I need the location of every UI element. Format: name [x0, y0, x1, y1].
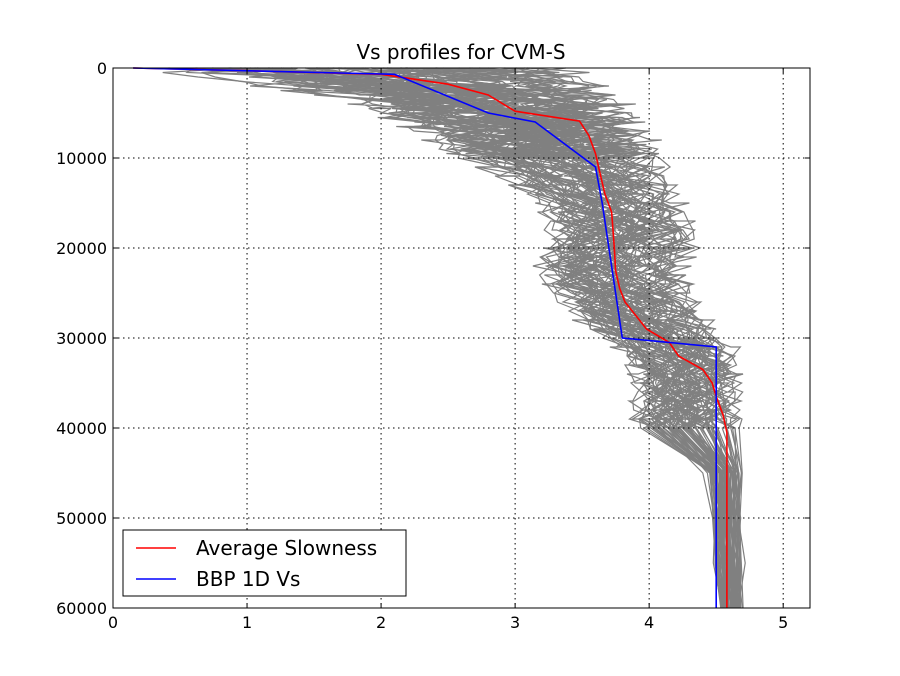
y-tick-label: 10000 [56, 149, 107, 168]
vs-profile-line [162, 67, 724, 609]
legend-label-bbp-1d-vs: BBP 1D Vs [196, 567, 300, 591]
x-tick-label: 0 [108, 613, 118, 632]
legend: Average Slowness BBP 1D Vs [122, 529, 407, 597]
vs-profile-line [361, 67, 732, 609]
vs-profile-line [195, 67, 724, 609]
y-tick-label: 50000 [56, 509, 107, 528]
legend-box [122, 529, 407, 597]
average-slowness-line [133, 67, 728, 608]
vs-profile-line [380, 67, 734, 609]
chart-title: Vs profiles for CVM-S [356, 40, 565, 64]
x-tick-label: 2 [376, 613, 386, 632]
vs-profile-line [413, 67, 737, 609]
y-tick-label: 30000 [56, 329, 107, 348]
bbp-1d-vs-line [133, 67, 718, 608]
x-tick-label: 5 [778, 613, 788, 632]
grid-lines [113, 68, 810, 608]
series-lines [133, 67, 728, 608]
plot-area [112, 67, 811, 609]
vs-profile-line [337, 67, 734, 609]
y-tick-label: 60000 [56, 599, 107, 618]
y-tick-label: 0 [97, 59, 107, 78]
legend-label-average-slowness: Average Slowness [196, 536, 377, 560]
x-tick-label: 1 [242, 613, 252, 632]
y-tick-label: 40000 [56, 419, 107, 438]
x-tick-label: 4 [644, 613, 654, 632]
x-tick-label: 3 [510, 613, 520, 632]
vs-profile-line [515, 67, 746, 609]
axis-ticks: 0 1 2 3 4 5 0 10000 20000 30000 40000 50000 60000 [56, 59, 810, 632]
vs-profile-lines [162, 67, 746, 609]
vs-profile-line [240, 67, 728, 609]
vs-profile-line [462, 67, 742, 609]
y-tick-label: 20000 [56, 239, 107, 258]
vs-profile-line [319, 67, 729, 609]
